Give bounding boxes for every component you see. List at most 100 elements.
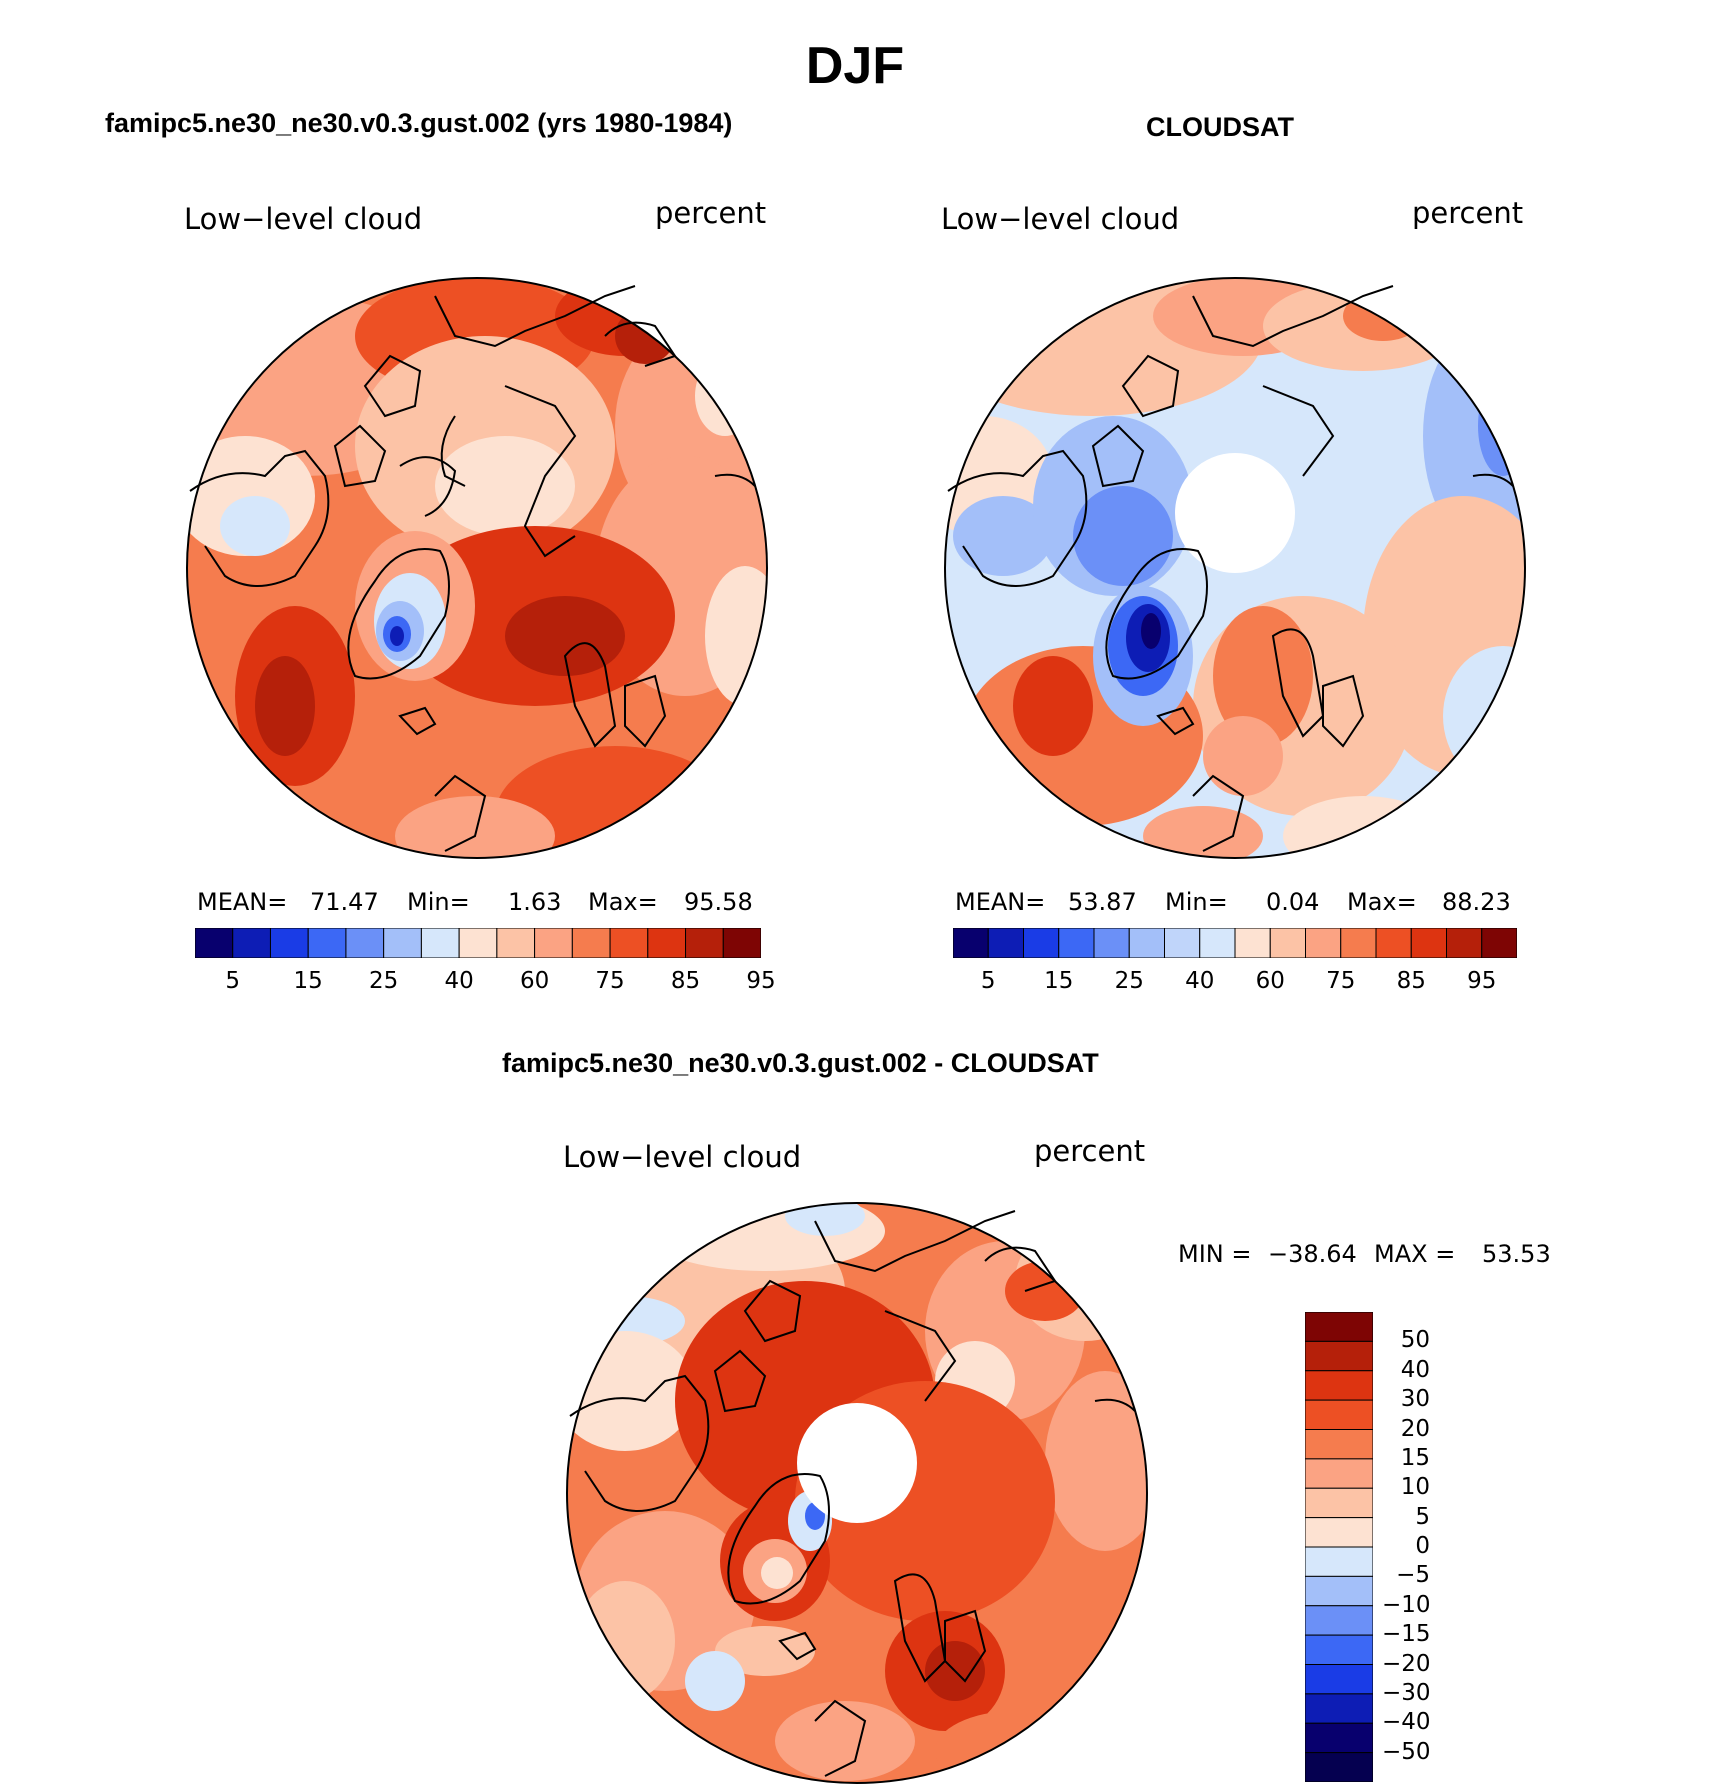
difference-colorbar-tick-label: −40 [1382,1709,1431,1736]
difference-colorbar-tick-label: −10 [1382,1591,1431,1618]
difference-colorbar-tick-label: 30 [1400,1386,1430,1413]
panel1-colorbar-tick-label: 95 [746,968,776,994]
difference-colorbar-swatch [1305,1752,1373,1782]
difference-min-value: −38.64 [1268,1240,1357,1268]
panel1-colorbar-swatch [195,928,234,958]
panel2-colorbar-tick-label: 40 [1185,968,1215,994]
difference-colorbar-swatch [1305,1429,1373,1460]
panel2-colorbar-swatch [1305,928,1342,958]
panel2-colorbar-swatch [1410,928,1447,958]
difference-colorbar-swatch [1305,1517,1373,1548]
difference-colorbar-swatch [1305,1664,1373,1695]
panel1-colorbar-swatch [609,928,649,958]
panel1-colorbar-swatch [496,928,536,958]
panel2-colorbar-swatch [953,928,989,958]
panel2-colorbar-tick-label: 75 [1326,968,1356,994]
panel1-colorbar-swatch [307,928,347,958]
difference-colorbar-swatch [1305,1312,1373,1342]
panel2-colorbar-swatch [1340,928,1377,958]
panel1-colorbar-swatch [647,928,687,958]
difference-colorbar-swatch [1305,1399,1373,1430]
panel1-mean-label: MEAN= [197,888,288,916]
panel2-colorbar-swatch [1164,928,1201,958]
difference-colorbar-swatch [1305,1458,1373,1489]
panel1-polar-map [186,277,768,859]
difference-colorbar-swatch [1305,1487,1373,1519]
panel2-max-label: Max= [1347,888,1417,916]
panel2-colorbar-tick-label: 15 [1044,968,1074,994]
panel2-colorbar-swatch [1446,928,1483,958]
difference-colorbar-tick-label: 20 [1400,1415,1430,1442]
panel1-colorbar-swatch [420,928,460,958]
difference-colorbar-tick-label: −20 [1382,1650,1431,1677]
difference-colorbar-swatch [1305,1634,1373,1665]
panel2-mean-label: MEAN= [955,888,1046,916]
panel2-colorbar-swatch [1199,928,1236,958]
panel2-mean-value: 53.87 [1068,888,1137,916]
panel2-colorbar-swatch [1058,928,1095,958]
difference-colorbar-tick-label: 40 [1400,1356,1430,1383]
panel1-colorbar-swatch [534,928,573,958]
difference-units-label: percent [1034,1134,1146,1168]
difference-colorbar-tick-label: 50 [1400,1327,1430,1354]
panel2-colorbar [953,928,1517,958]
panel1-colorbar [195,928,761,958]
panel1-units-label: percent [655,196,767,230]
panel2-title: CLOUDSAT [1146,112,1294,142]
panel2-colorbar-swatch [1128,928,1165,958]
panel1-colorbar-tick-label: 85 [670,968,701,994]
difference-colorbar-tick-label: −15 [1382,1621,1431,1648]
panel1-colorbar-swatch [458,928,498,958]
panel2-colorbar-tick-label: 95 [1467,968,1497,994]
panel1-colorbar-ticks: 5 15 25 40 60 75 85 95 [195,968,775,998]
panel2-colorbar-tick-label: 5 [980,968,996,994]
panel2-units-label: percent [1412,196,1524,230]
panel1-colorbar-swatch [383,928,422,958]
panel1-max-value: 95.58 [684,888,753,916]
panel2-colorbar-tick-label: 85 [1396,968,1426,994]
panel2-colorbar-tick-label: 60 [1255,968,1285,994]
panel2-colorbar-tick-label: 25 [1114,968,1144,994]
difference-polar-map [566,1202,1148,1784]
panel1-colorbar-swatch [269,928,309,958]
panel2-colorbar-swatch [1269,928,1306,958]
panel1-variable-label: Low−level cloud [184,202,423,236]
panel2-colorbar-swatch [1375,928,1412,958]
difference-colorbar-swatch [1305,1340,1373,1372]
panel2-colorbar-swatch [1093,928,1130,958]
panel2-colorbar-swatch [1023,928,1060,958]
panel1-colorbar-tick-label: 40 [444,968,474,994]
page-title: DJF [805,37,905,95]
panel2-polar-map [944,277,1526,859]
panel1-colorbar-swatch [722,928,761,958]
panel1-colorbar-tick-label: 75 [595,968,625,994]
panel1-title: famipc5.ne30_ne30.v0.3.gust.002 (yrs 198… [105,108,733,138]
difference-colorbar-tick-label: −30 [1382,1679,1431,1706]
difference-colorbar-tick-label: −50 [1382,1738,1431,1765]
panel2-colorbar-swatch [1481,928,1517,958]
difference-colorbar-tick-label: 15 [1400,1444,1430,1471]
difference-colorbar-tick-label: 0 [1415,1533,1430,1559]
panel2-colorbar-swatch [1234,928,1271,958]
panel1-min-value: 1.63 [508,888,562,916]
difference-max-label: MAX = [1374,1240,1456,1268]
panel1-colorbar-tick-label: 25 [369,968,399,994]
panel2-colorbar-ticks: 5 15 25 40 60 75 85 95 [953,968,1517,998]
difference-colorbar-swatch [1305,1605,1373,1636]
difference-colorbar-swatch [1305,1722,1373,1754]
difference-colorbar [1305,1312,1373,1782]
panel2-min-value: 0.04 [1266,888,1320,916]
panel2-min-label: Min= [1165,888,1228,916]
panel1-colorbar-tick-label: 5 [225,968,241,994]
difference-title: famipc5.ne30_ne30.v0.3.gust.002 - CLOUDS… [502,1048,1099,1078]
difference-variable-label: Low−level cloud [563,1140,802,1174]
panel2-variable-label: Low−level cloud [941,202,1180,236]
difference-colorbar-swatch [1305,1370,1373,1401]
panel2-max-value: 88.23 [1442,888,1511,916]
difference-colorbar-swatch [1305,1575,1373,1607]
difference-colorbar-tick-label: −5 [1396,1562,1430,1589]
panel1-colorbar-tick-label: 15 [293,968,323,994]
panel2-colorbar-swatch [987,928,1024,958]
difference-min-label: MIN = [1178,1240,1252,1268]
panel1-min-label: Min= [407,888,470,916]
